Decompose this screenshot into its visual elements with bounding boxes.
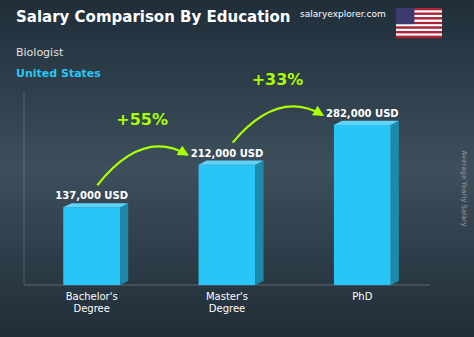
bar-top [199, 161, 264, 165]
flag-stripe [396, 31, 442, 34]
x-tick-label: Master'sDegree [206, 291, 248, 314]
flag-stripe [396, 26, 442, 29]
bar [63, 207, 120, 285]
source: salaryexplorer.com [300, 9, 386, 19]
flag-stripe [396, 29, 442, 32]
x-tick-label-line: Bachelor's [66, 291, 118, 302]
title: Salary Comparison By Education [16, 8, 290, 26]
bar-group [63, 203, 128, 285]
bar-side [255, 161, 263, 285]
data-label: 137,000 USD [55, 190, 128, 201]
x-tick-label-line: Degree [209, 303, 245, 314]
bar-group [334, 121, 399, 285]
bar [199, 165, 256, 285]
bar-top [334, 121, 399, 125]
x-tick-label: PhD [352, 291, 372, 302]
x-tick-label-line: Degree [73, 303, 109, 314]
annotation: +55% [116, 110, 168, 129]
flag-stripe [396, 24, 442, 27]
data-label: 282,000 USD [326, 108, 399, 119]
data-label: 212,000 USD [191, 148, 264, 159]
bar-top [63, 203, 128, 207]
annotation: +33% [252, 70, 304, 89]
bars [63, 121, 399, 285]
bar [334, 125, 391, 285]
subtitle: Biologist [16, 46, 64, 59]
arrow [97, 146, 187, 185]
bar-group [199, 161, 264, 285]
flag [396, 8, 442, 38]
location: United States [16, 67, 101, 80]
flag-canton [396, 8, 414, 24]
bar-side [120, 203, 128, 285]
arrow [233, 106, 323, 142]
x-tick-label: Bachelor'sDegree [66, 291, 118, 314]
background [0, 0, 474, 337]
x-tick-label-line: PhD [352, 291, 372, 302]
x-tick-label-line: Master's [206, 291, 248, 302]
y-axis-line [24, 92, 25, 285]
y-label: Average Yearly Salary [460, 150, 468, 226]
flag-stripe [396, 33, 442, 36]
bar-side [391, 121, 399, 285]
flag-stripe [396, 36, 442, 39]
